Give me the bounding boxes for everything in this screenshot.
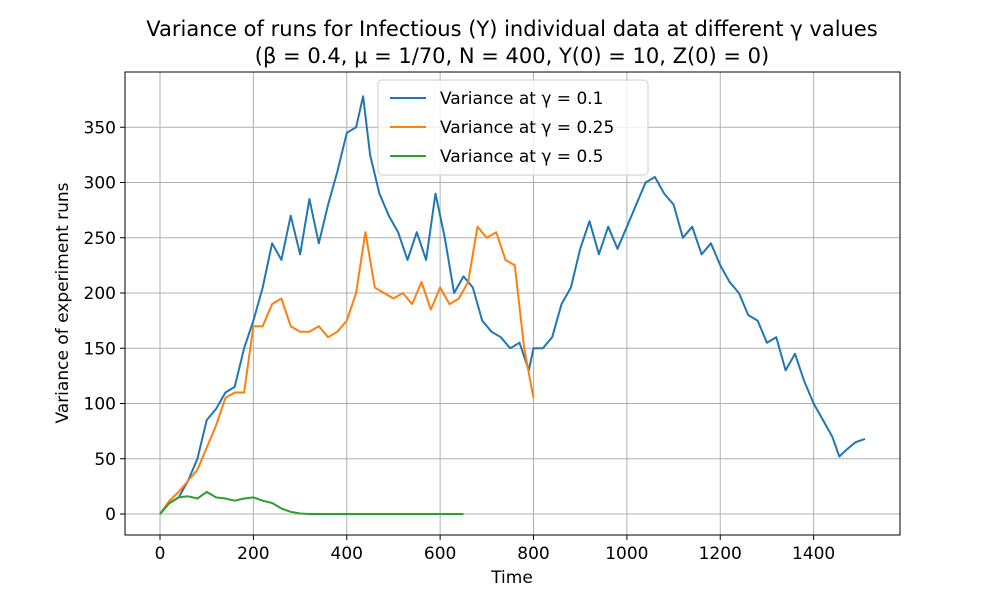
x-tick-label: 1000 bbox=[605, 544, 648, 564]
legend-label-gamma-0-25: Variance at γ = 0.25 bbox=[440, 118, 614, 138]
legend: Variance at γ = 0.1 Variance at γ = 0.25… bbox=[377, 79, 649, 176]
y-tick-label: 250 bbox=[84, 229, 116, 249]
y-tick-label: 100 bbox=[84, 395, 116, 415]
y-tick-label: 300 bbox=[84, 174, 116, 194]
y-tick-label: 0 bbox=[105, 505, 116, 525]
x-tick-label: 400 bbox=[331, 544, 363, 564]
y-axis-label: Variance of experiment runs bbox=[53, 182, 73, 423]
y-tick-label: 350 bbox=[84, 118, 116, 138]
axis-ticks: 0 200 400 600 800 1000 1200 1400 0 50 100 150 200 250… bbox=[84, 118, 836, 564]
x-tick-label: 1400 bbox=[792, 544, 835, 564]
legend-box bbox=[377, 79, 649, 176]
chart-subtitle: (β = 0.4, μ = 1/70, N = 400, Y(0) = 10, … bbox=[255, 44, 769, 68]
x-tick-label: 600 bbox=[424, 544, 456, 564]
x-tick-label: 200 bbox=[237, 544, 269, 564]
series-line-gamma-0-25 bbox=[159, 225, 535, 515]
series-line-gamma-0-5 bbox=[159, 490, 464, 515]
chart-title: Variance of runs for Infectious (Y) indi… bbox=[146, 17, 877, 41]
x-tick-label: 0 bbox=[155, 544, 166, 564]
legend-label-gamma-0-5: Variance at γ = 0.5 bbox=[440, 147, 603, 167]
x-tick-label: 800 bbox=[517, 544, 549, 564]
y-tick-label: 150 bbox=[84, 339, 116, 359]
y-tick-label: 200 bbox=[84, 284, 116, 304]
legend-label-gamma-0-1: Variance at γ = 0.1 bbox=[440, 89, 603, 109]
plot-frame bbox=[124, 71, 901, 536]
plot-series bbox=[159, 95, 866, 515]
x-axis-label: Time bbox=[490, 568, 533, 588]
y-tick-label: 50 bbox=[94, 450, 116, 470]
series-line-gamma-0-1 bbox=[159, 95, 866, 515]
x-tick-label: 1200 bbox=[699, 544, 742, 564]
